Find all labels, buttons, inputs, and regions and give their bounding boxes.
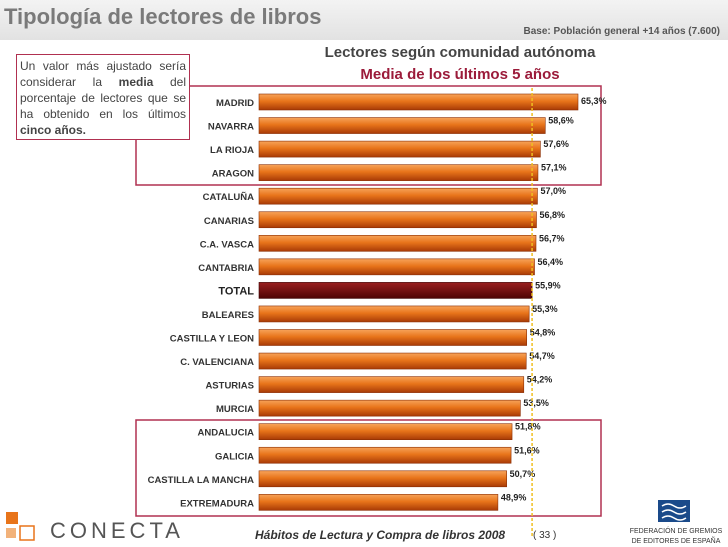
note-box: Un valor más ajustado sería considerar l… [16,54,190,140]
category-label: CATALUÑA [203,192,254,203]
value-label: 51,8% [515,422,541,432]
bar [258,211,537,229]
category-label: LA RIOJA [210,145,254,156]
value-label: 51,6% [514,445,540,455]
bar [258,470,507,488]
value-label: 48,9% [501,492,527,502]
federacion-logo-mark [658,500,690,522]
note-text-1: Un valor más ajustado sería considerar l… [20,59,186,89]
category-label: TOTAL [218,285,254,297]
category-label: CANTABRIA [198,263,254,274]
category-label: MADRID [216,98,254,109]
conecta-logo-mark [6,512,35,541]
value-label: 58,6% [548,116,574,126]
bar [258,305,530,323]
highlight-box-bottom [135,419,602,517]
bar [258,93,579,111]
category-label: C.A. VASCA [200,239,254,250]
value-label: 54,2% [527,375,553,385]
category-label: NAVARRA [208,122,254,133]
category-label: EXTREMADURA [180,498,254,509]
value-label: 56,8% [539,210,565,220]
category-label: MURCIA [216,404,254,415]
note-bold-years: cinco años. [20,123,87,137]
value-label: 56,4% [538,257,564,267]
value-label: 54,8% [530,328,556,338]
bar [258,352,527,370]
category-label: BALEARES [202,310,254,321]
bar [258,282,533,299]
page-title: Tipología de lectores de libros [4,4,322,29]
bar [258,164,539,181]
note-bold-media: media [118,75,154,89]
value-label: 65,3% [581,96,607,106]
base-note: Base: Población general +14 años (7.600) [523,26,720,37]
bar [258,446,512,464]
value-label: 55,3% [532,304,558,314]
federacion-line-2: DE EDITORES DE ESPAÑA [631,538,721,545]
bar [258,140,541,158]
category-label: C. VALENCIANA [180,357,254,368]
bar [258,187,538,205]
value-label: 53,5% [523,398,549,408]
bar [258,399,521,417]
value-label: 57,0% [540,186,566,196]
value-label: 54,7% [529,351,555,361]
bar [258,258,535,276]
bar [258,329,528,346]
category-label: CASTILLA Y LEON [170,334,254,345]
chart-title: Lectores según comunidad autónoma [324,44,596,61]
federacion-logo-text: FEDERACIÓN DE GREMIOS DE EDITORES DE ESP… [624,527,728,547]
value-label: 56,7% [539,233,565,243]
bar [258,235,537,252]
footer-title: Hábitos de Lectura y Compra de libros 20… [255,528,506,542]
category-label: GALICIA [215,451,254,462]
note-text-2: del porcentaje de lectores que se ha obt… [20,75,186,121]
value-label: 50,7% [510,469,536,479]
bar [258,494,499,511]
category-label: ANDALUCIA [198,428,255,439]
bar [258,423,513,441]
category-label: ARAGON [212,169,254,180]
category-label: CANARIAS [204,216,254,227]
category-label: ASTURIAS [205,381,254,392]
category-label: CASTILLA LA MANCHA [148,475,255,486]
value-label: 57,6% [543,139,569,149]
federacion-line-1: FEDERACIÓN DE GREMIOS [629,528,723,535]
conecta-logo: CONECTA [50,518,184,543]
header-bar: Tipología de lectores de libros Base: Po… [0,0,728,40]
value-label: 55,9% [535,280,561,290]
bar [258,376,525,393]
value-label: 57,1% [541,163,567,173]
bar [258,117,546,134]
chart-subtitle: Media de los últimos 5 años [360,66,560,83]
page-number: ( 33 ) [533,530,557,541]
